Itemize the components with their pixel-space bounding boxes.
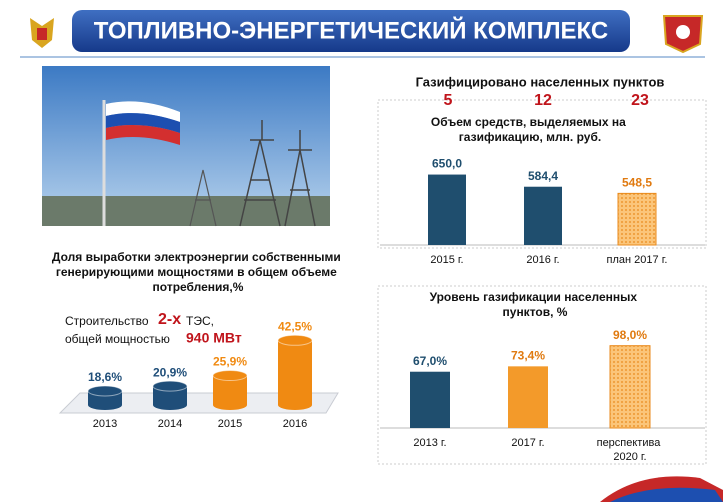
value-label: 584,4 [528, 169, 558, 183]
emblem-left [30, 18, 54, 48]
x-tick-label: перспектива 2020 г. [597, 437, 664, 463]
x-tick-label: 2015 г. [430, 254, 463, 266]
emblem-right [662, 15, 704, 54]
chart-title: Доля выработки электроэнергии собственны… [52, 250, 344, 294]
annotation: 2-х [158, 311, 181, 328]
bar-top [212, 370, 248, 382]
x-tick-label: 2016 [283, 418, 307, 430]
annotation: ТЭС, [186, 314, 214, 328]
bar [428, 174, 466, 245]
x-tick-label: 2016 г. [526, 254, 559, 266]
bar [609, 345, 651, 429]
annotation: 940 МВт [186, 330, 242, 346]
value-label: 25,9% [213, 355, 247, 369]
bar-top [152, 380, 188, 392]
annotation: общей мощностью [65, 332, 170, 346]
value-label: 67,0% [413, 354, 447, 368]
x-tick-label: 2013 [93, 418, 117, 430]
x-tick-label: 2015 [218, 418, 242, 430]
bar-top [277, 334, 313, 346]
frame [377, 285, 707, 465]
bar-top [87, 385, 123, 397]
value-label: 98,0% [613, 328, 647, 342]
frame [377, 99, 707, 249]
x-tick-label: план 2017 г. [607, 254, 668, 266]
header-bar [72, 10, 630, 52]
bar [278, 340, 312, 405]
header: ТОПЛИВНО-ЭНЕРГЕТИЧЕСКИЙ КОМПЛЕКС [20, 10, 705, 58]
chart-title: Объем средств, выделяемых на газификацию… [431, 115, 629, 144]
chart-title: Уровень газификации населенных пунктов, … [430, 290, 641, 319]
value-label: 650,0 [432, 157, 462, 171]
value-label: 73,4% [511, 349, 545, 363]
gasified-count: 23 [631, 92, 649, 109]
x-tick-label: 2014 [158, 418, 182, 430]
value-label: 20,9% [153, 365, 187, 379]
annotation: Строительство [65, 314, 149, 328]
platform [58, 392, 339, 414]
value-label: 18,6% [88, 370, 122, 384]
map-strip [600, 476, 723, 502]
bar [617, 192, 657, 246]
title: ТОПЛИВНО-ЭНЕРГЕТИЧЕСКИЙ КОМПЛЕКС [94, 16, 608, 44]
gasified-count: 12 [534, 92, 552, 109]
value-label: 548,5 [622, 176, 652, 190]
bar [410, 371, 450, 428]
photo [42, 66, 330, 227]
bar [508, 366, 548, 428]
x-tick-label: 2013 г. [413, 437, 446, 449]
value-label: 42,5% [278, 319, 312, 333]
gasified-count: 5 [444, 92, 453, 109]
gasified-title: Газифицировано населенных пунктов [416, 74, 665, 89]
bar [524, 186, 562, 245]
x-tick-label: 2017 г. [511, 437, 544, 449]
